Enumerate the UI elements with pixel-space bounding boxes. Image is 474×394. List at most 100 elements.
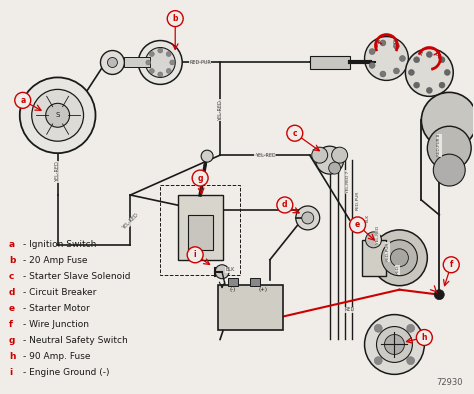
Text: a: a — [9, 240, 15, 249]
Text: d: d — [9, 288, 15, 297]
Circle shape — [414, 57, 419, 63]
Circle shape — [405, 48, 453, 97]
Text: c: c — [9, 272, 14, 281]
Circle shape — [407, 324, 415, 332]
Bar — [218, 285, 283, 329]
Bar — [178, 195, 223, 260]
Circle shape — [374, 324, 382, 332]
Text: 7: 7 — [377, 40, 380, 45]
Circle shape — [312, 147, 328, 163]
Circle shape — [170, 60, 175, 65]
Text: f: f — [9, 320, 13, 329]
Text: BLK: BLK — [365, 214, 370, 222]
Text: - Neutral Safety Switch: - Neutral Safety Switch — [23, 336, 128, 345]
Text: (+): (+) — [258, 287, 267, 292]
Text: i: i — [9, 368, 12, 377]
Circle shape — [167, 11, 183, 27]
Circle shape — [426, 52, 432, 58]
Text: g: g — [9, 336, 15, 345]
Circle shape — [376, 327, 412, 362]
Text: h: h — [9, 352, 15, 361]
Text: e: e — [355, 220, 360, 229]
Circle shape — [138, 41, 182, 84]
Circle shape — [146, 48, 175, 78]
Text: d: d — [282, 201, 288, 210]
Circle shape — [192, 170, 208, 186]
Text: RED: RED — [395, 265, 400, 274]
Text: 8: 8 — [436, 52, 439, 57]
Text: YEL-RED: YEL-RED — [218, 100, 223, 121]
Text: YEL-RED: YEL-RED — [55, 162, 60, 182]
Bar — [188, 215, 213, 250]
Text: YEL-RED: YEL-RED — [375, 226, 380, 244]
Circle shape — [369, 48, 375, 54]
Text: - 20 Amp Fuse: - 20 Amp Fuse — [23, 256, 87, 265]
Circle shape — [444, 69, 450, 75]
Circle shape — [187, 247, 203, 263]
Circle shape — [428, 126, 471, 170]
Circle shape — [215, 265, 229, 279]
Text: RED: RED — [345, 307, 355, 312]
Bar — [362, 240, 386, 276]
Circle shape — [46, 103, 70, 127]
Circle shape — [393, 43, 400, 49]
Text: - Circuit Breaker: - Circuit Breaker — [23, 288, 96, 297]
Circle shape — [426, 87, 432, 93]
Circle shape — [365, 314, 424, 374]
Circle shape — [32, 89, 83, 141]
Circle shape — [391, 249, 409, 267]
Circle shape — [416, 329, 432, 346]
Circle shape — [372, 230, 428, 286]
Text: b: b — [9, 256, 15, 265]
Text: b: b — [173, 14, 178, 23]
Circle shape — [369, 62, 375, 69]
Text: 8: 8 — [393, 40, 396, 45]
Circle shape — [350, 217, 365, 233]
Circle shape — [407, 357, 415, 365]
Circle shape — [439, 82, 445, 88]
Bar — [310, 56, 350, 69]
Circle shape — [166, 69, 171, 73]
Circle shape — [421, 92, 474, 148]
Text: i: i — [194, 250, 196, 259]
Text: RED-PUR: RED-PUR — [189, 60, 211, 65]
Circle shape — [166, 52, 171, 56]
Bar — [250, 278, 260, 286]
Text: a: a — [20, 96, 26, 105]
Circle shape — [201, 150, 213, 162]
Circle shape — [384, 335, 404, 355]
Circle shape — [380, 71, 386, 77]
Circle shape — [302, 212, 314, 224]
Text: RED-PUR: RED-PUR — [385, 242, 390, 262]
Circle shape — [400, 56, 405, 61]
Circle shape — [439, 57, 445, 63]
Circle shape — [146, 60, 151, 65]
Text: g: g — [197, 174, 203, 182]
Text: c: c — [292, 129, 297, 138]
Circle shape — [158, 48, 163, 53]
Circle shape — [277, 197, 293, 213]
Circle shape — [433, 154, 465, 186]
Circle shape — [409, 69, 414, 75]
Circle shape — [296, 206, 319, 230]
Circle shape — [374, 357, 382, 365]
Bar — [228, 278, 238, 286]
Circle shape — [328, 162, 341, 174]
Circle shape — [414, 82, 419, 88]
Circle shape — [393, 68, 400, 74]
Text: RED-PUR 8: RED-PUR 8 — [438, 134, 441, 156]
Circle shape — [380, 40, 386, 46]
Text: - 90 Amp. Fuse: - 90 Amp. Fuse — [23, 352, 90, 361]
Text: (-): (-) — [230, 287, 236, 292]
Circle shape — [158, 72, 163, 77]
Text: - Starter Motor: - Starter Motor — [23, 304, 90, 313]
Text: f: f — [449, 260, 453, 269]
Text: YEL-RED: YEL-RED — [255, 152, 275, 158]
Circle shape — [149, 69, 155, 73]
Circle shape — [434, 290, 444, 299]
Circle shape — [108, 58, 118, 67]
Circle shape — [287, 125, 303, 141]
Text: YEL-RED 7: YEL-RED 7 — [346, 171, 350, 193]
Text: - Wire Junction: - Wire Junction — [23, 320, 89, 329]
Bar — [124, 58, 150, 67]
